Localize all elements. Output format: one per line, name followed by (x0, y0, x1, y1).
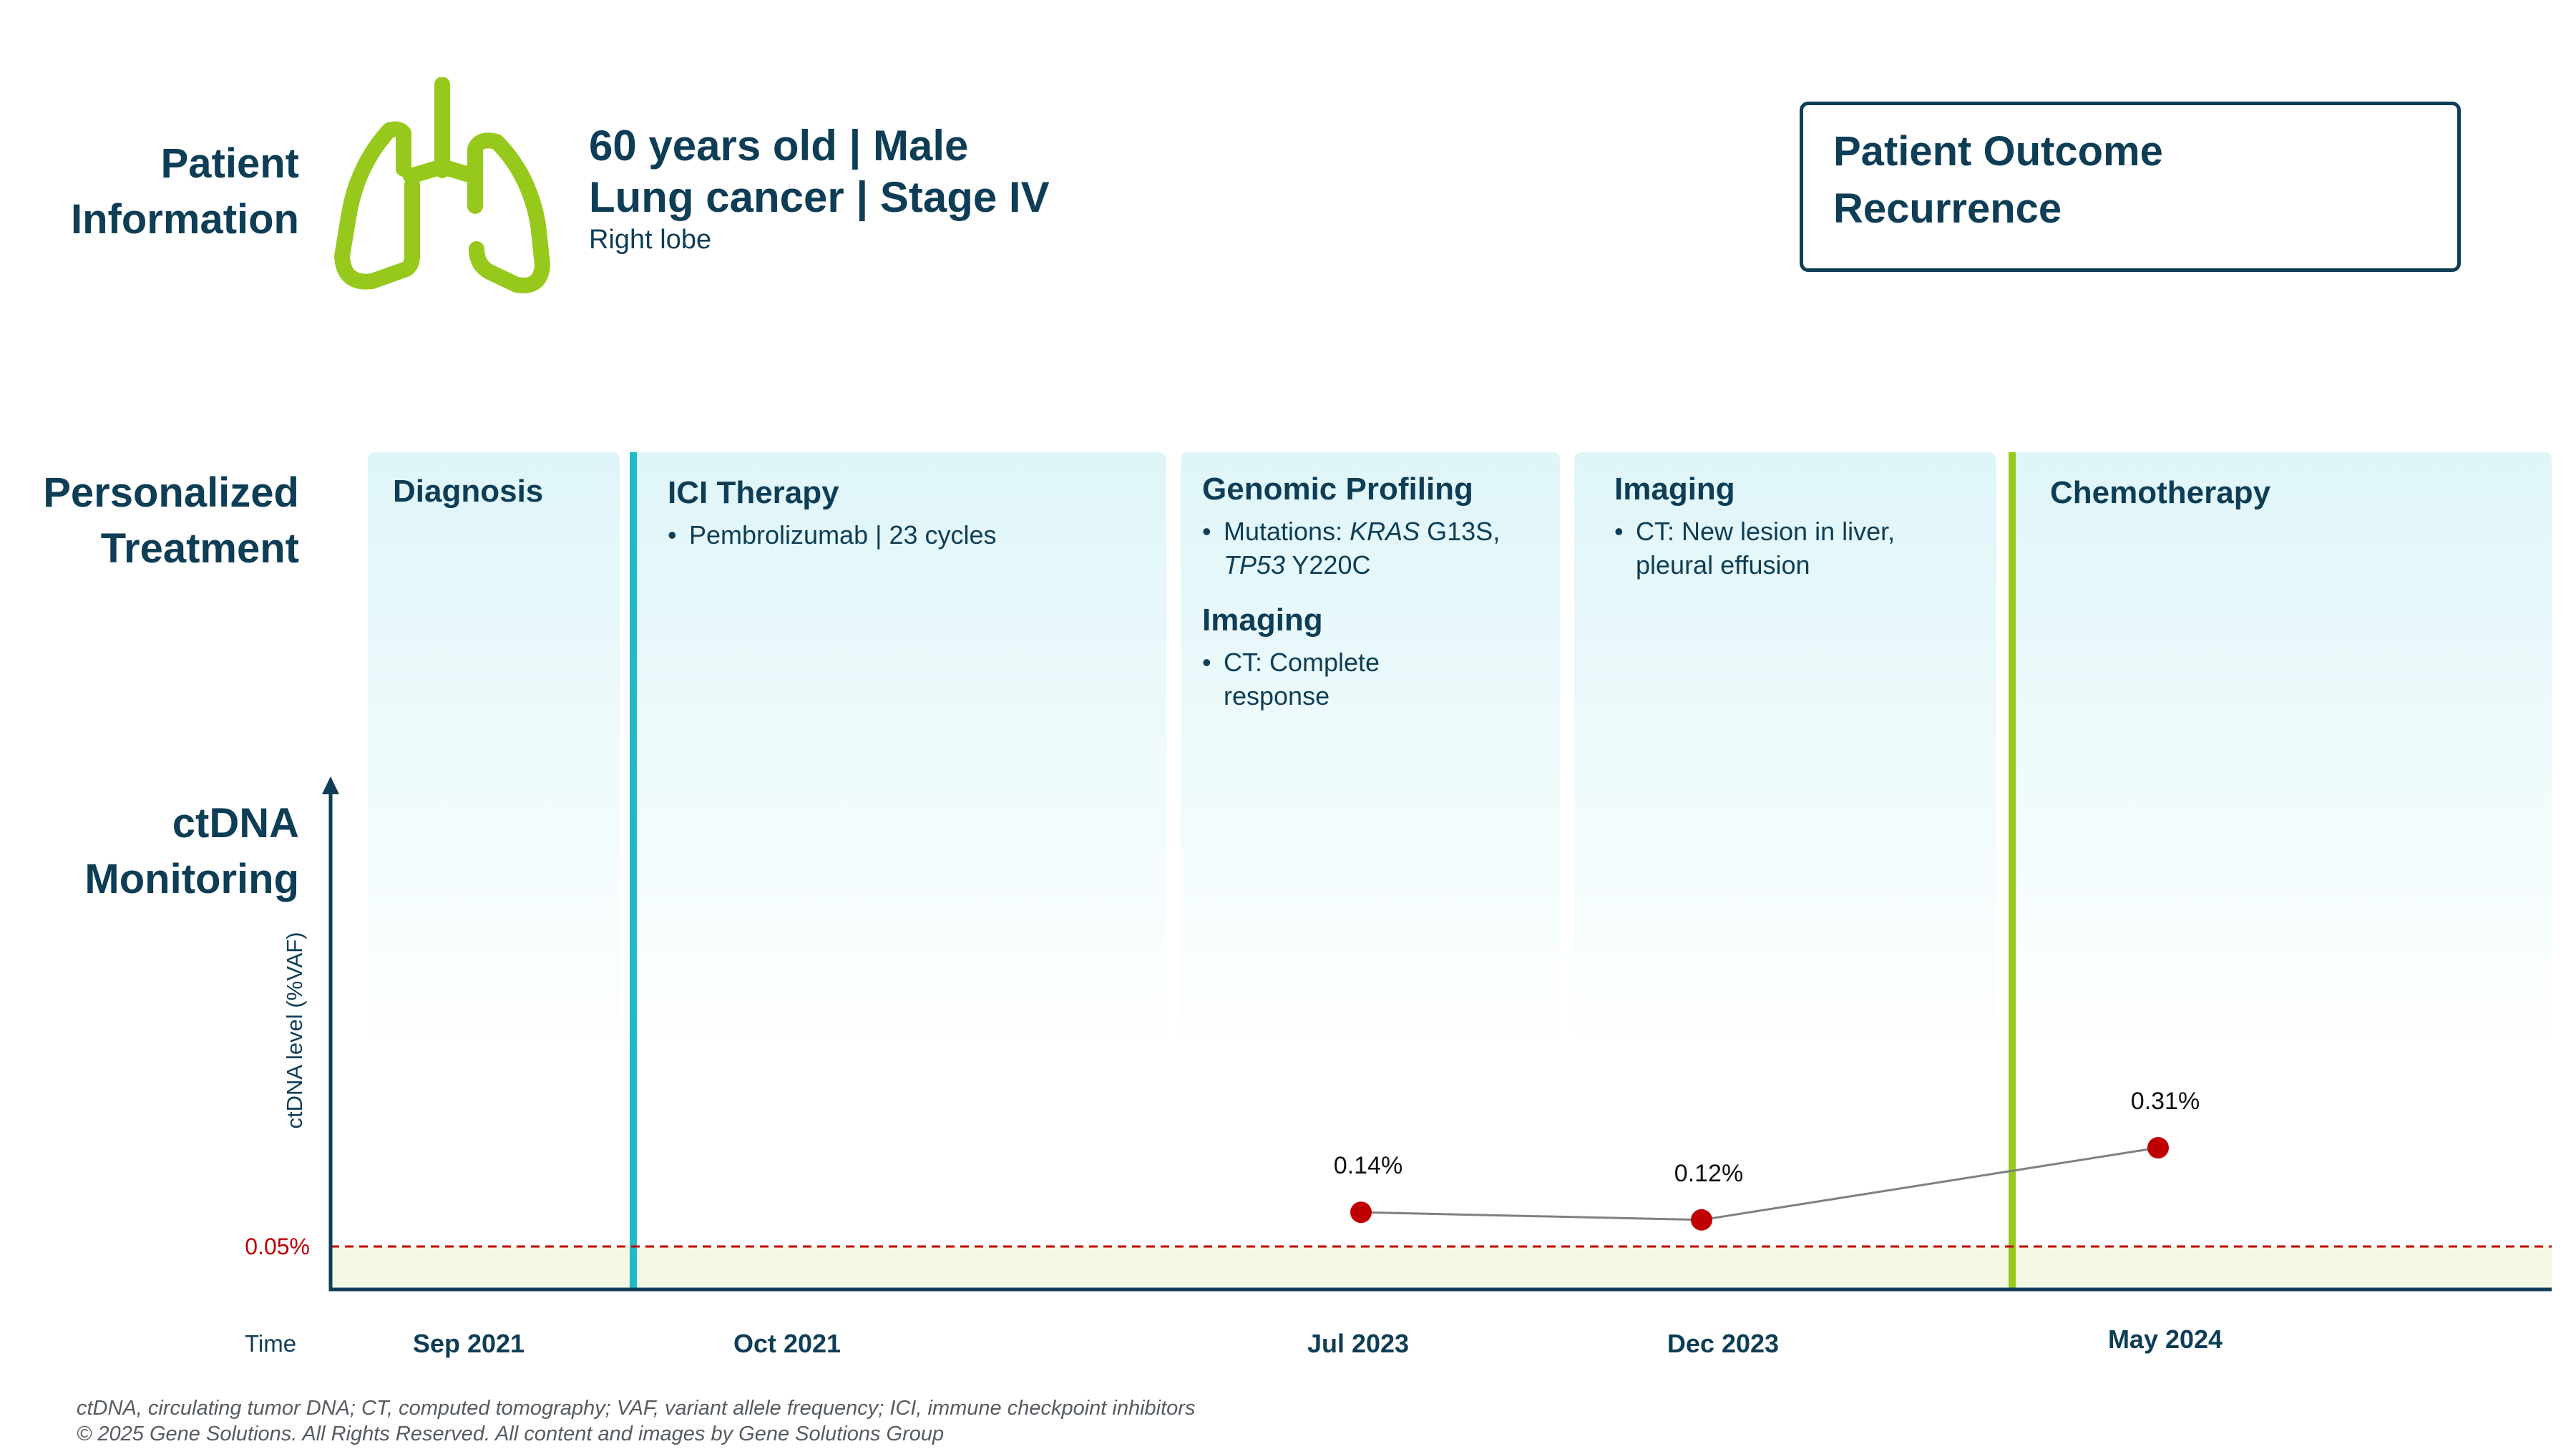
panel-imaging: Imaging • CT: New lesion in liver, pleura… (1574, 452, 1996, 1060)
ctdna-point-label: 0.31% (2131, 1088, 2200, 1115)
panel-bullet-ct-findings: • CT: New lesion in liver, pleural effusi… (1614, 517, 1896, 580)
footer-abbreviations: ctDNA, circulating tumor DNA; CT, comput… (77, 1397, 1196, 1420)
monitoring-title-line1: ctDNA (172, 800, 299, 847)
ctdna-points: 0.14% 0.12% 0.31% (1334, 1088, 2200, 1231)
ctdna-point (2147, 1137, 2169, 1158)
timeline-tick-labels: Sep 2021 Oct 2021 Jul 2023 Dec 2023 May 2024 (413, 1324, 2223, 1358)
panel-subtitle-imaging: Imaging (1202, 602, 1323, 638)
panel-title: Diagnosis (393, 474, 544, 509)
threshold-label: 0.05% (245, 1234, 310, 1259)
panel-chemotherapy: Chemotherapy (2012, 452, 2552, 1060)
panel-bullet-ct: • CT: Complete response (1202, 648, 1380, 711)
timeline-tick-label: May 2024 (2108, 1324, 2223, 1354)
patient-outcome-title: Patient Outcome (1833, 128, 2163, 175)
footer-copyright: © 2025 Gene Solutions. All Rights Reserv… (77, 1423, 945, 1445)
panel-title: Imaging (1614, 472, 1735, 507)
y-axis-label: ctDNA level (%VAF) (282, 932, 307, 1128)
ctdna-series-line (1360, 1146, 2159, 1221)
panel-title: Chemotherapy (2050, 475, 2271, 510)
patient-tumor-location: Right lobe (589, 225, 712, 255)
patient-outcome-box: Patient Outcome Recurrence (1800, 102, 2461, 272)
patient-outcome-value: Recurrence (1833, 185, 2062, 232)
monitoring-title-line2: Monitoring (84, 856, 299, 902)
patient-details: 60 years old | Male Lung cancer | Stage … (589, 120, 1050, 255)
ctdna-point-label: 0.12% (1674, 1160, 1743, 1187)
lungs-icon (328, 77, 564, 299)
monitoring-section-title: ctDNA Monitoring (84, 796, 299, 907)
timeline-tick-label: Oct 2021 (733, 1329, 841, 1358)
patient-info-title-line2: Information (71, 196, 299, 243)
patient-age-sex: 60 years old | Male (589, 122, 969, 170)
x-axis-label: Time (245, 1330, 296, 1357)
ctdna-point (1350, 1201, 1372, 1224)
ctdna-point (1691, 1209, 1712, 1231)
panel-bullet-mutations: • Mutations: KRAS G13S, TP53 Y220C (1202, 517, 1501, 580)
timeline-tick-label: Jul 2023 (1307, 1329, 1409, 1358)
panel-title: ICI Therapy (668, 475, 839, 510)
treatment-title-line1: Personalized (43, 469, 299, 516)
patient-info-title-line1: Patient (160, 140, 299, 187)
panel-genomic-profiling: Genomic Profiling • Mutations: KRAS G13S… (1181, 452, 1560, 1060)
baseline-band (331, 1246, 2552, 1288)
treatment-title-line2: Treatment (100, 525, 299, 572)
patient-info-title: Patient Information (71, 136, 299, 248)
patient-diagnosis: Lung cancer | Stage IV (589, 173, 1050, 221)
timeline-tick-label: Sep 2021 (413, 1329, 525, 1358)
ctdna-point-label: 0.14% (1334, 1152, 1402, 1179)
y-axis-arrowhead (322, 776, 339, 794)
panel-diagnosis: Diagnosis (368, 452, 620, 1060)
treatment-section-title: Personalized Treatment (43, 465, 299, 577)
panel-title: Genomic Profiling (1202, 472, 1473, 507)
timeline-tick-label: Dec 2023 (1667, 1329, 1779, 1358)
panel-bullet: • Pembrolizumab | 23 cycles (668, 520, 997, 550)
panel-ici-therapy: ICI Therapy • Pembrolizumab | 23 cycles (635, 452, 1166, 1060)
